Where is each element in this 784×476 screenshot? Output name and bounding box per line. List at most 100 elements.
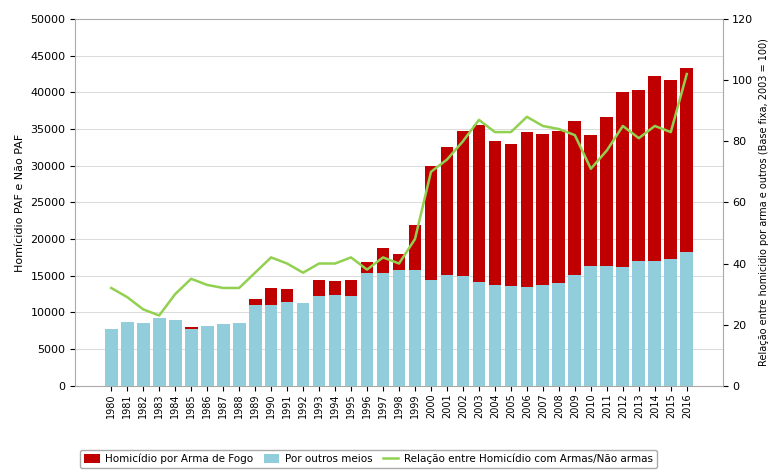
Relação entre Homicídio com Armas/Não armas bbox=[107, 285, 116, 291]
Bar bbox=[216, 324, 230, 386]
Relação entre Homicídio com Armas/Não armas bbox=[347, 255, 356, 260]
Relação entre Homicídio com Armas/Não armas bbox=[538, 123, 547, 129]
Bar bbox=[553, 283, 565, 386]
Bar bbox=[505, 144, 517, 386]
Bar bbox=[648, 261, 661, 386]
Bar bbox=[425, 280, 437, 386]
Bar bbox=[233, 326, 245, 386]
Bar bbox=[425, 166, 437, 386]
Relação entre Homicídio com Armas/Não armas bbox=[442, 157, 452, 162]
Relação entre Homicídio com Armas/Não armas bbox=[314, 261, 324, 267]
Bar bbox=[521, 287, 533, 386]
Bar bbox=[201, 327, 213, 386]
Legend: Homicídio por Arma de Fogo, Por outros meios, Relação entre Homicídio com Armas/: Homicídio por Arma de Fogo, Por outros m… bbox=[80, 449, 657, 468]
Y-axis label: Homícidio PAF e Não PAF: Homícidio PAF e Não PAF bbox=[15, 133, 25, 271]
Bar bbox=[616, 268, 630, 386]
Relação entre Homicídio com Armas/Não armas bbox=[330, 261, 339, 267]
Bar bbox=[681, 68, 693, 386]
Relação entre Homicídio com Armas/Não armas bbox=[122, 294, 132, 300]
Bar bbox=[265, 288, 278, 386]
Bar bbox=[393, 270, 405, 386]
Relação entre Homicídio com Armas/Não armas bbox=[139, 307, 148, 312]
Bar bbox=[521, 131, 533, 386]
Bar bbox=[633, 261, 645, 386]
Bar bbox=[296, 303, 310, 386]
Bar bbox=[345, 296, 358, 386]
Bar bbox=[265, 305, 278, 386]
Bar bbox=[153, 339, 165, 386]
Bar bbox=[505, 286, 517, 386]
Bar bbox=[201, 326, 213, 386]
Bar bbox=[473, 282, 485, 386]
Relação entre Homicídio com Armas/Não armas bbox=[474, 117, 484, 123]
Bar bbox=[249, 299, 262, 386]
Relação entre Homicídio com Armas/Não armas bbox=[490, 129, 499, 135]
Relação entre Homicídio com Armas/Não armas bbox=[219, 285, 228, 291]
Bar bbox=[136, 340, 150, 386]
Relação entre Homicídio com Armas/Não armas bbox=[379, 255, 388, 260]
Bar bbox=[153, 318, 165, 386]
Bar bbox=[136, 323, 150, 386]
Relação entre Homicídio com Armas/Não armas bbox=[394, 261, 404, 267]
Bar bbox=[105, 329, 118, 386]
Bar bbox=[185, 327, 198, 386]
Bar bbox=[105, 342, 118, 386]
Line: Relação entre Homicídio com Armas/Não armas: Relação entre Homicídio com Armas/Não ar… bbox=[111, 74, 687, 316]
Bar bbox=[393, 254, 405, 386]
Bar bbox=[281, 302, 293, 386]
Bar bbox=[568, 275, 581, 386]
Bar bbox=[601, 117, 613, 386]
Relação entre Homicídio com Armas/Não armas bbox=[618, 123, 627, 129]
Bar bbox=[536, 134, 550, 386]
Bar bbox=[121, 338, 133, 386]
Bar bbox=[488, 285, 501, 386]
Bar bbox=[616, 92, 630, 386]
Relação entre Homicídio com Armas/Não armas bbox=[250, 270, 260, 276]
Bar bbox=[408, 270, 421, 386]
Bar bbox=[584, 135, 597, 386]
Bar bbox=[296, 303, 310, 386]
Bar bbox=[664, 80, 677, 386]
Relação entre Homicídio com Armas/Não armas bbox=[299, 270, 308, 276]
Bar bbox=[536, 285, 550, 386]
Bar bbox=[169, 320, 182, 386]
Bar bbox=[121, 322, 133, 386]
Relação entre Homicídio com Armas/Não armas bbox=[267, 255, 276, 260]
Bar bbox=[664, 259, 677, 386]
Relação entre Homicídio com Armas/Não armas bbox=[410, 236, 419, 242]
Relação entre Homicídio com Armas/Não armas bbox=[202, 282, 212, 288]
Relação entre Homicídio com Armas/Não armas bbox=[426, 169, 436, 175]
Bar bbox=[553, 131, 565, 386]
Relação entre Homicídio com Armas/Não armas bbox=[682, 71, 691, 77]
Bar bbox=[345, 280, 358, 386]
Relação entre Homicídio com Armas/Não armas bbox=[522, 114, 532, 119]
Bar bbox=[568, 121, 581, 386]
Bar bbox=[441, 275, 453, 386]
Bar bbox=[441, 147, 453, 386]
Relação entre Homicídio com Armas/Não armas bbox=[602, 148, 612, 153]
Bar bbox=[328, 281, 342, 386]
Relação entre Homicídio com Armas/Não armas bbox=[634, 135, 644, 141]
Y-axis label: Relação entre homicidio por arma e outros (Base fixa, 2003 = 100): Relação entre homicidio por arma e outro… bbox=[759, 39, 769, 367]
Relação entre Homicídio com Armas/Não armas bbox=[650, 123, 659, 129]
Bar bbox=[281, 289, 293, 386]
Relação entre Homicídio com Armas/Não armas bbox=[570, 132, 579, 138]
Relação entre Homicídio com Armas/Não armas bbox=[170, 291, 180, 297]
Bar bbox=[376, 248, 390, 386]
Bar bbox=[185, 329, 198, 386]
Bar bbox=[216, 327, 230, 386]
Bar bbox=[633, 90, 645, 386]
Relação entre Homicídio com Armas/Não armas bbox=[586, 166, 596, 172]
Bar bbox=[313, 280, 325, 386]
Bar bbox=[488, 141, 501, 386]
Relação entre Homicídio com Armas/Não armas bbox=[459, 139, 468, 144]
Bar bbox=[313, 296, 325, 386]
Bar bbox=[473, 125, 485, 386]
Bar bbox=[169, 327, 182, 386]
Bar bbox=[681, 252, 693, 386]
Bar bbox=[361, 262, 373, 386]
Relação entre Homicídio com Armas/Não armas bbox=[282, 261, 292, 267]
Bar bbox=[456, 277, 470, 386]
Bar bbox=[233, 324, 245, 386]
Relação entre Homicídio com Armas/Não armas bbox=[554, 126, 564, 132]
